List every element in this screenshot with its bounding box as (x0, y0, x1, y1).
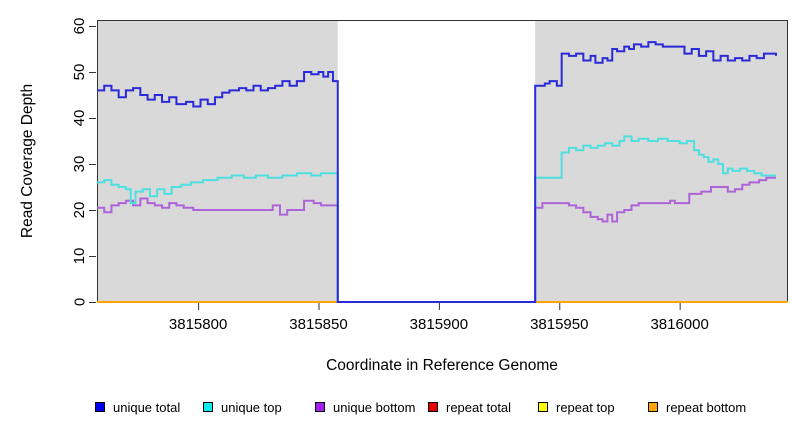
legend-item-repeat-top: repeat top (538, 398, 615, 416)
series-unique-top-line (97, 135, 776, 303)
series-unique-bottom-line (97, 176, 776, 303)
legend-label: unique total (113, 399, 181, 415)
legend-item-repeat-total: repeat total (428, 398, 511, 416)
y-tick-label: 0 (71, 298, 88, 306)
plot-area: 3815800 3815850 3815900 3815950 3816000 0 10 20… (71, 18, 788, 333)
series-unique-total-line (97, 41, 777, 303)
legend-label: repeat total (446, 399, 512, 415)
legend-item-unique-top: unique top (203, 398, 282, 416)
gap-region (337, 20, 536, 302)
legend-swatch-repeat-total (428, 402, 438, 412)
y-tick-label: 20 (71, 202, 88, 219)
y-tick-label: 50 (71, 64, 88, 81)
x-axis-title: Coordinate in Reference Genome (326, 357, 558, 374)
y-tick-label: 10 (71, 248, 88, 265)
legend-swatch-unique-bottom (315, 402, 325, 412)
x-tick-label: 3815800 (169, 316, 227, 333)
legend-swatch-unique-total (95, 402, 105, 412)
legend-item-unique-total: unique total (95, 398, 180, 416)
legend: unique total unique top unique bottom repea… (0, 398, 792, 418)
legend-swatch-repeat-bottom (648, 402, 658, 412)
legend-label: repeat bottom (666, 399, 747, 415)
y-tick-label: 60 (71, 18, 88, 35)
y-axis-title: Read Coverage Depth (19, 84, 36, 238)
x-tick-label: 3815850 (289, 316, 347, 333)
legend-swatch-repeat-top (538, 402, 548, 412)
legend-label: unique top (221, 399, 282, 415)
legend-item-unique-bottom: unique bottom (315, 398, 415, 416)
y-tick-label: 40 (71, 110, 88, 127)
x-tick-label: 3816000 (650, 316, 708, 333)
legend-item-repeat-bottom: repeat bottom (648, 398, 746, 416)
legend-label: repeat top (556, 399, 615, 415)
y-tick-label: 30 (71, 156, 88, 173)
x-tick-label: 3815900 (410, 316, 468, 333)
legend-label: unique bottom (333, 399, 416, 415)
legend-swatch-unique-top (203, 402, 213, 412)
x-tick-label: 3815950 (530, 316, 588, 333)
